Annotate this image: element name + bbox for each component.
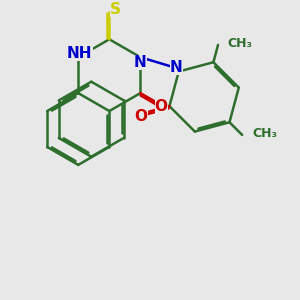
Text: CH₃: CH₃ bbox=[252, 127, 277, 140]
Text: CH₃: CH₃ bbox=[228, 37, 253, 50]
Text: O: O bbox=[134, 109, 148, 124]
Text: N: N bbox=[170, 60, 183, 75]
Text: NH: NH bbox=[67, 46, 93, 61]
Text: S: S bbox=[110, 2, 121, 17]
Text: O: O bbox=[154, 100, 168, 115]
Text: N: N bbox=[134, 55, 147, 70]
